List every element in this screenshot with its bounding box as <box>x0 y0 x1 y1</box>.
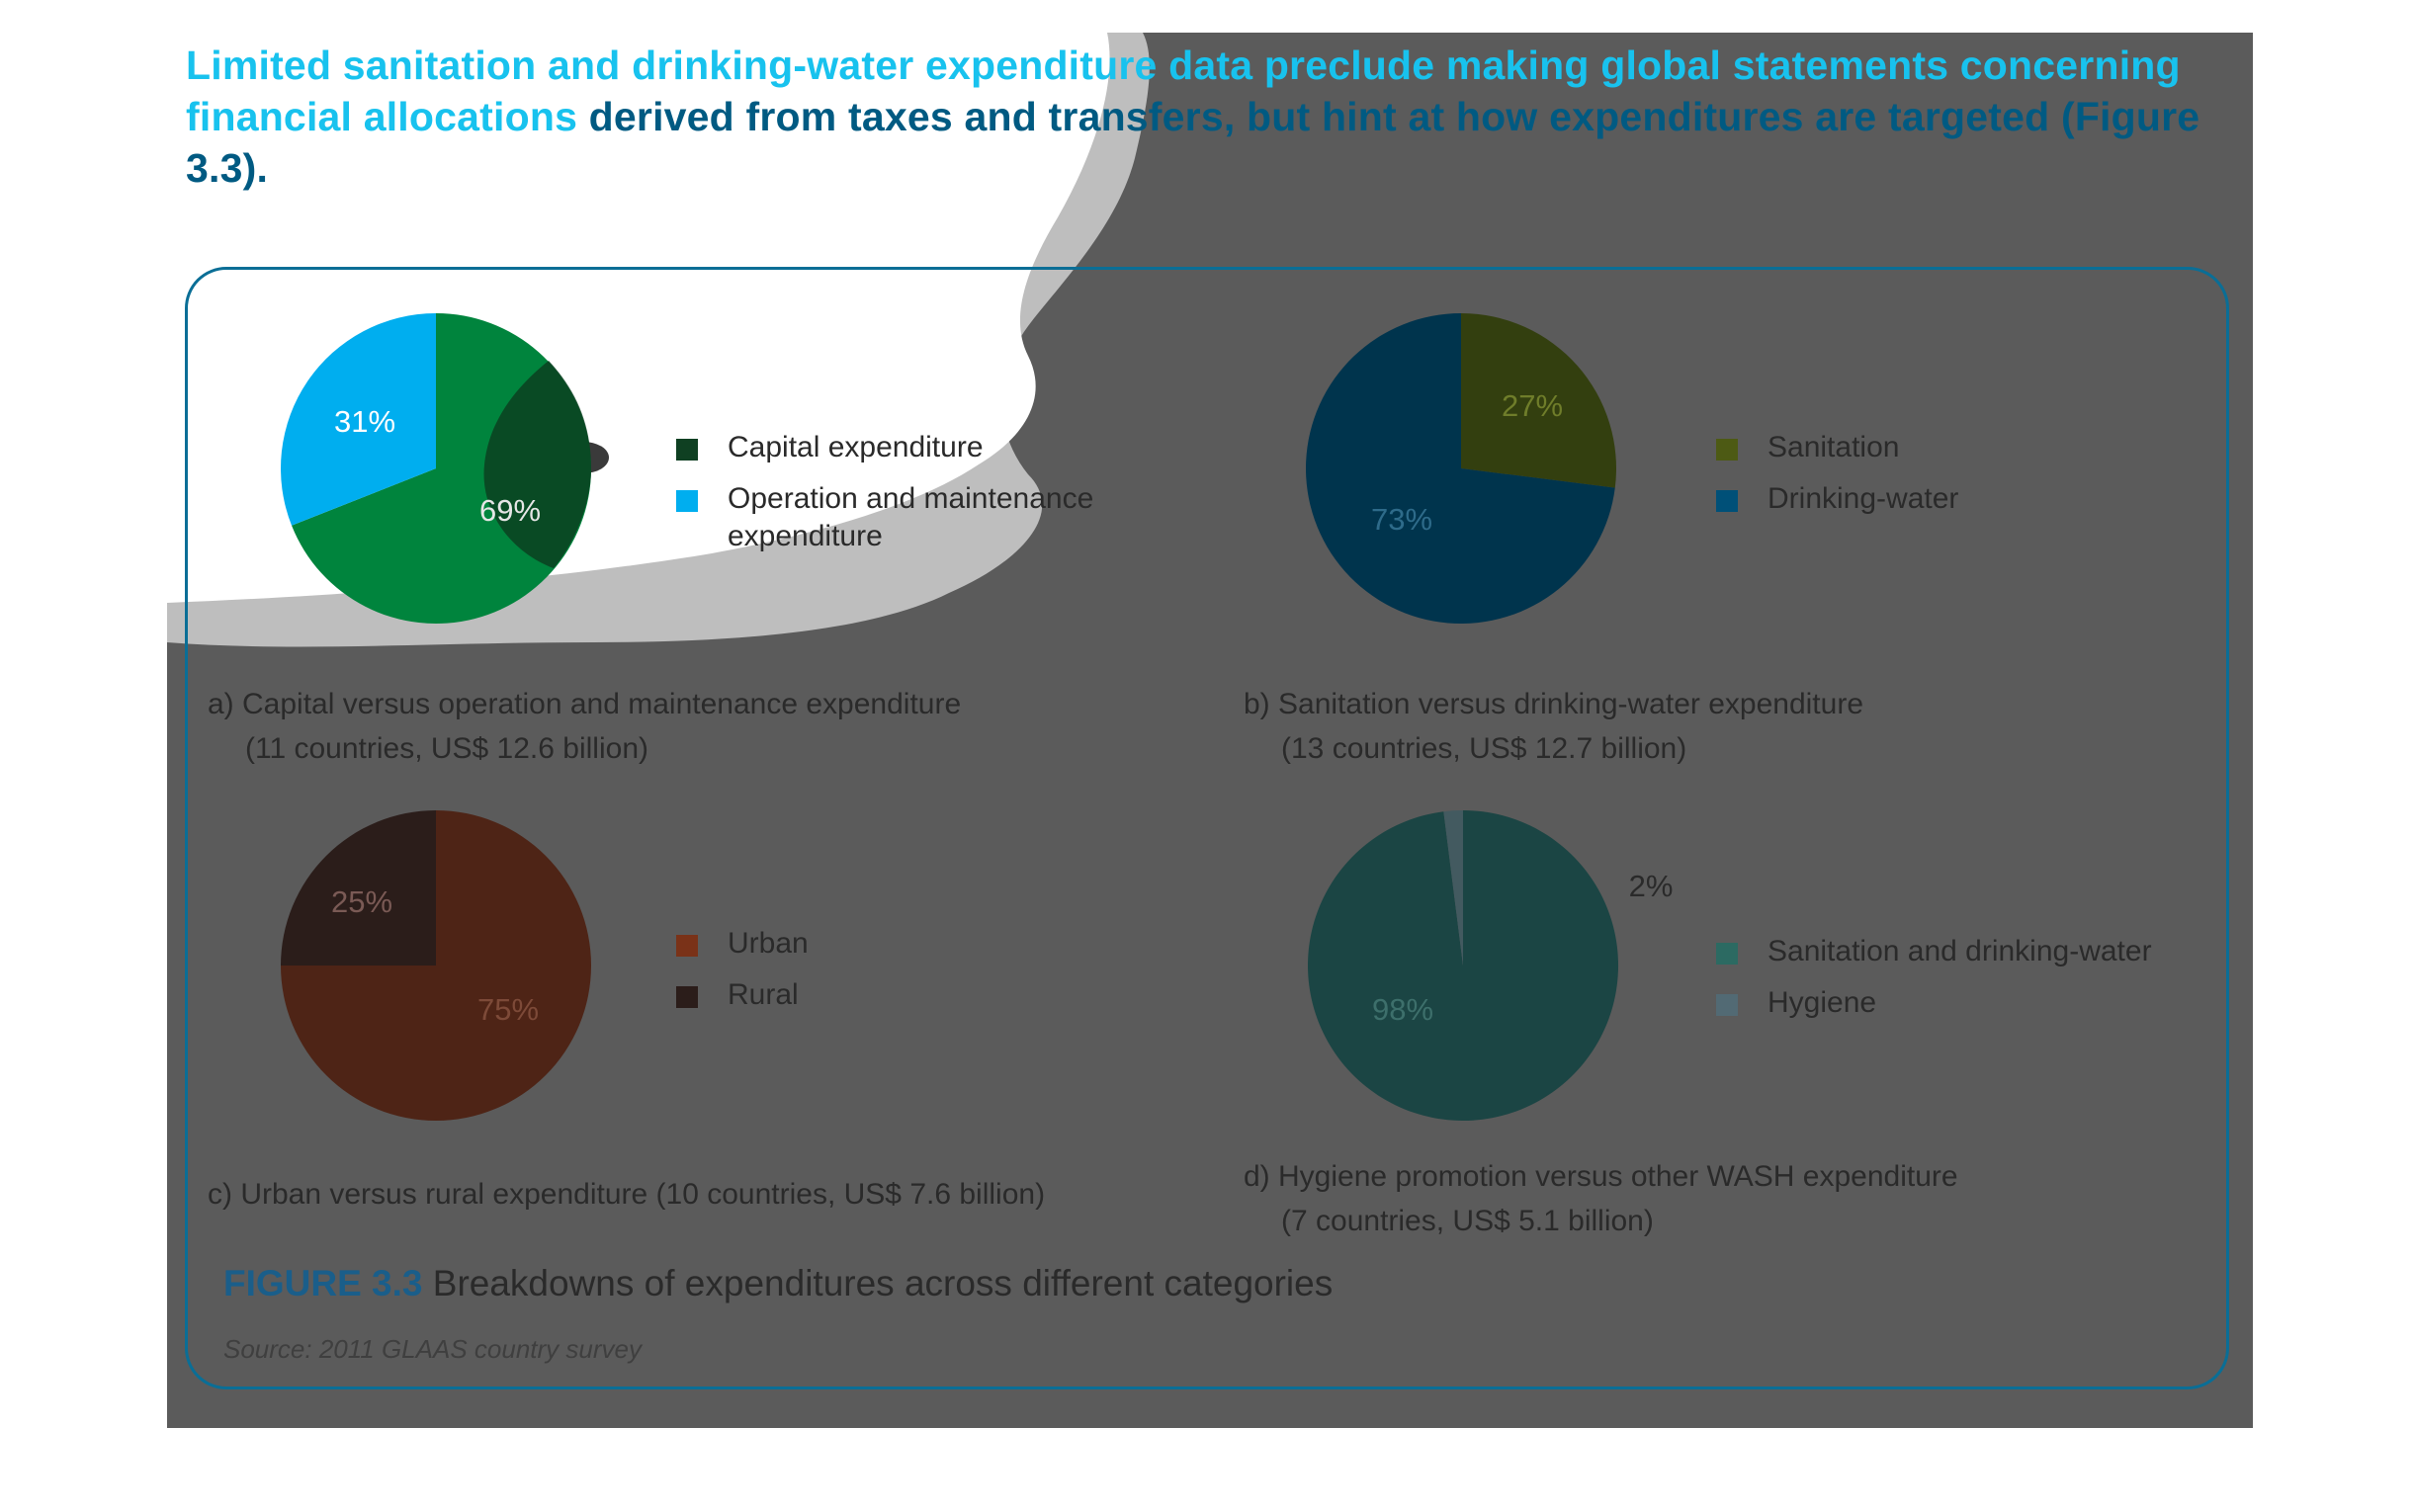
intro-highlight: Limited sanitation and drinking-water ex… <box>186 42 2181 139</box>
legend-swatch <box>676 439 698 461</box>
legend-item-rural: Rural <box>676 976 1091 1014</box>
legend-c: Urban Rural <box>676 925 1091 1028</box>
legend-a: Capital expenditure Operation and mainte… <box>676 429 1151 569</box>
figure-title: FIGURE 3.3 Breakdowns of expenditures ac… <box>223 1263 1333 1304</box>
pie-chart-hygiene-vs-other: 98% 2% <box>1308 810 1673 1121</box>
caption-line: (13 countries, US$ 12.7 billion) <box>1281 732 1687 765</box>
pie-data-label: 69% <box>479 493 541 528</box>
legend-item-urban: Urban <box>676 925 1091 963</box>
legend-swatch <box>1716 994 1738 1016</box>
pie-data-label: 2% <box>1629 869 1674 903</box>
caption-line: d) Hygiene promotion versus other WASH e… <box>1244 1160 1958 1193</box>
figure-title-text: Breakdowns of expenditures across differ… <box>422 1263 1334 1303</box>
pie-data-label: 73% <box>1371 502 1432 537</box>
legend-swatch <box>676 935 698 957</box>
pie-slice-drinking-water <box>1305 313 1615 624</box>
caption-a: a) Capital versus operation and maintena… <box>208 682 961 771</box>
legend-item-sanitation: Sanitation <box>1716 429 2131 466</box>
pie-slice-rural <box>281 810 436 966</box>
pie-data-label: 25% <box>331 884 392 919</box>
legend-swatch <box>676 986 698 1008</box>
legend-label: Hygiene <box>1767 986 1877 1019</box>
legend-item-capital: Capital expenditure <box>676 429 1151 466</box>
pie-slice-sanitation-and-drinking-water <box>1308 810 1619 1121</box>
legend-swatch <box>676 490 698 512</box>
legend-item-hygiene: Hygiene <box>1716 984 2230 1022</box>
caption-d: d) Hygiene promotion versus other WASH e… <box>1244 1154 1958 1243</box>
legend-label: Operation and maintenance expenditure <box>728 482 1094 552</box>
pie-slice-operation-and-maintenance-expenditure <box>281 313 436 526</box>
legend-b: Sanitation Drinking-water <box>1716 429 2131 532</box>
legend-label: Sanitation <box>1767 431 1900 463</box>
caption-line: c) Urban versus rural expenditure (10 co… <box>208 1178 1046 1211</box>
figure-frame <box>185 267 2229 1389</box>
legend-item-drinking-water: Drinking-water <box>1716 480 2131 518</box>
legend-label: Drinking-water <box>1767 482 1959 515</box>
pie-slice-sanitation <box>1461 313 1616 488</box>
legend-swatch <box>1716 490 1738 512</box>
caption-line: (11 countries, US$ 12.6 billion) <box>245 732 648 765</box>
legend-swatch <box>1716 943 1738 965</box>
legend-label: Sanitation and drinking-water <box>1767 935 2152 967</box>
pie-slice-capital-expenditure <box>292 313 592 624</box>
intro-statement: Limited sanitation and drinking-water ex… <box>186 40 2252 194</box>
legend-label: Capital expenditure <box>728 431 984 463</box>
pie-data-label: 27% <box>1502 388 1563 423</box>
pie-data-label: 75% <box>477 992 539 1027</box>
caption-line: a) Capital versus operation and maintena… <box>208 688 962 720</box>
caption-b: b) Sanitation versus drinking-water expe… <box>1244 682 1863 771</box>
pie-chart-sanitation-vs-drinking-water: 27% 73% <box>1305 313 1616 624</box>
intro-rest: derived from taxes and transfers, but hi… <box>186 94 2200 191</box>
legend-item-sanitation-drinking-water: Sanitation and drinking-water <box>1716 933 2230 970</box>
pie-slice-hygiene <box>1443 810 1463 966</box>
legend-label: Urban <box>728 927 809 960</box>
pie-shadow-overlay <box>483 361 591 568</box>
figure-number: FIGURE 3.3 <box>223 1263 423 1303</box>
caption-line: (7 countries, US$ 5.1 billion) <box>1281 1205 1654 1237</box>
legend-d: Sanitation and drinking-water Hygiene <box>1716 933 2230 1036</box>
legend-item-operation: Operation and maintenance expenditure <box>676 480 1151 555</box>
pie-data-label: 98% <box>1372 992 1433 1027</box>
pie-data-label: 31% <box>334 404 395 439</box>
pie-chart-capital-vs-om: 69% 31% <box>281 313 592 624</box>
legend-label: Rural <box>728 978 799 1011</box>
caption-line: b) Sanitation versus drinking-water expe… <box>1244 688 1863 720</box>
pie-chart-urban-vs-rural: 75% 25% <box>281 810 591 1121</box>
legend-swatch <box>1716 439 1738 461</box>
caption-c: c) Urban versus rural expenditure (10 co… <box>208 1172 1045 1217</box>
figure-source: Source: 2011 GLAAS country survey <box>223 1334 642 1364</box>
